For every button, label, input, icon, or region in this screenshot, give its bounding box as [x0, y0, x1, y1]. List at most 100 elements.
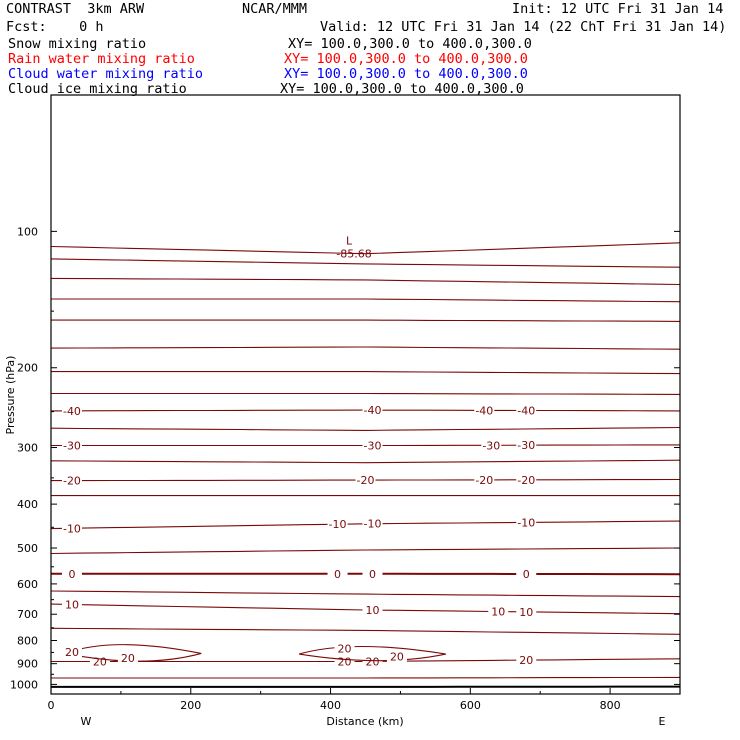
isoline-path	[50, 277, 681, 286]
closed-contour	[62, 644, 202, 662]
contour-label-bg	[516, 404, 537, 417]
plot-frame	[50, 94, 681, 695]
contour-label-bg	[61, 404, 82, 417]
contour-label: 10	[491, 606, 505, 619]
x-tick-label: 400	[320, 699, 341, 712]
y-tick-label: 600	[17, 578, 38, 591]
contour-label-bg	[516, 605, 537, 618]
contour-label-bg	[61, 567, 82, 580]
isoline-path	[51, 298, 681, 303]
isoline	[50, 426, 681, 431]
forecast-hour: Fcst: 0 h	[6, 19, 104, 35]
contour-label-bg	[386, 650, 407, 663]
isoline	[51, 319, 681, 322]
contour-label: 20	[338, 655, 352, 668]
field-name-rain: Rain water mixing ratio	[8, 51, 195, 67]
isoline-path	[50, 242, 681, 255]
isoline-path	[50, 346, 681, 350]
contour-label-bg	[117, 652, 138, 665]
east-label: E	[659, 715, 666, 728]
contour-label: 10	[65, 599, 79, 612]
contour-label-bg	[474, 473, 495, 486]
isoline: 0 0 0 0	[51, 567, 681, 581]
x-tick-label: 0	[48, 699, 55, 712]
isoline	[51, 676, 681, 679]
isoline	[50, 459, 681, 464]
contour-label-bg	[355, 474, 376, 487]
contour-label-bg	[61, 645, 82, 658]
field-xy-cloud-ice: XY= 100.0,300.0 to 400.0,300.0	[280, 81, 524, 97]
isoline: -40 -40 -40 -40	[50, 404, 681, 418]
isoline-path	[50, 426, 681, 431]
isoline	[51, 392, 681, 395]
contour-label: -40	[63, 405, 81, 418]
isoline: -30 -30 -30 -30	[51, 439, 680, 453]
isoline	[50, 346, 681, 350]
isoline	[50, 258, 681, 268]
contour-label-bg	[61, 474, 82, 487]
contour-label: -20	[517, 474, 535, 487]
contour-label: -30	[482, 439, 500, 452]
y-axis-label: Pressure (hPa)	[4, 356, 17, 435]
isoline	[50, 277, 681, 286]
x-tick-label: 800	[600, 699, 621, 712]
contour-label: -40	[364, 404, 382, 417]
contour-label-bg	[516, 654, 537, 667]
contour-label: -10	[63, 522, 81, 535]
west-label: W	[81, 715, 92, 728]
field-xy-cloud-water: XY= 100.0,300.0 to 400.0,300.0	[284, 66, 528, 82]
isoline	[50, 590, 681, 598]
contour-label-bg	[481, 439, 502, 452]
contour-label: -40	[475, 404, 493, 417]
field-name-snow: Snow mixing ratio	[8, 36, 147, 52]
contour-label-bg	[362, 517, 383, 530]
contour-label-bg	[327, 567, 348, 580]
x-tick-label: 600	[460, 699, 481, 712]
contour-label: 10	[365, 604, 379, 617]
contour-label: 0	[68, 568, 75, 581]
y-tick-label: 900	[17, 658, 38, 671]
contour-label-bg	[362, 604, 383, 617]
y-tick-label: 100	[17, 225, 38, 238]
contour-label: 20	[65, 646, 79, 659]
isoline-path	[51, 392, 681, 395]
contour-label-bg	[362, 404, 383, 417]
contour-label-bg	[362, 567, 383, 580]
contour-label: -10	[517, 516, 535, 529]
contour-label: -10	[364, 518, 382, 531]
field-name-cloud-ice: Cloud ice mixing ratio	[8, 81, 187, 97]
contour-label: 20	[365, 655, 379, 668]
isoline-path	[51, 371, 681, 375]
low-marker: L	[346, 235, 353, 248]
y-tick-label: 500	[17, 542, 38, 555]
isoline-path	[50, 258, 681, 268]
valid-time: Valid: 12 UTC Fri 31 Jan 14 (22 ChT Fri …	[320, 19, 727, 35]
contour-label: -40	[517, 404, 535, 417]
contour-label: 20	[519, 654, 533, 667]
contour-label-bg	[516, 516, 537, 529]
isoline	[51, 371, 681, 375]
field-name-cloud-water: Cloud water mixing ratio	[8, 66, 204, 82]
isoline	[51, 298, 681, 303]
contour-label: 20	[390, 651, 404, 664]
isoline	[50, 242, 681, 255]
x-axis-label: Distance (km)	[326, 715, 403, 728]
contour-label: 20	[338, 643, 352, 656]
isoline-path	[50, 459, 681, 464]
contour-label: 0	[334, 568, 341, 581]
field-xy-snow: XY= 100.0,300.0 to 400.0,300.0	[288, 36, 532, 52]
contour-label: -30	[364, 440, 382, 453]
isoline	[50, 547, 681, 555]
contour-label-bg	[516, 439, 537, 452]
y-tick-label: 300	[17, 442, 38, 455]
contour-layer: -40 -40 -40 -40-30 -30 -30 -30-20 -20 -20 -20-10-…	[50, 235, 681, 688]
init-time: Init: 12 UTC Fri 31 Jan 14	[512, 1, 724, 17]
contour-label-bg	[334, 642, 355, 655]
contour-label-bg	[474, 404, 495, 417]
contour-label: 10	[519, 606, 533, 619]
isoline: 10 10 10 10	[50, 598, 681, 619]
x-tick-label: 200	[180, 699, 201, 712]
contour-label-bg	[61, 598, 82, 611]
